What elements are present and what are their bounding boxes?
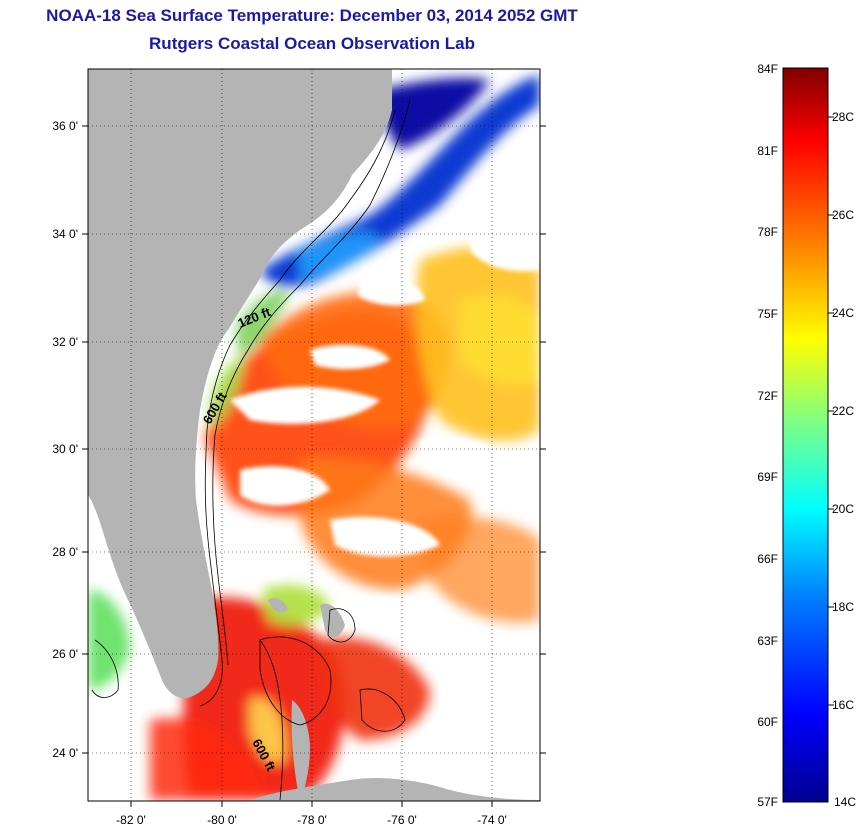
lat-tick-label: 28 0' (52, 545, 78, 559)
sst-cool-region (88, 590, 130, 690)
colorbar-f-label: 75F (757, 307, 778, 321)
colorbar-c-label: 26C (832, 208, 854, 222)
lat-tick-label: 34 0' (52, 227, 78, 241)
sst-mid-region (460, 296, 540, 384)
sst-warm-region (420, 516, 540, 623)
colorbar-f-label: 84F (757, 62, 778, 76)
lat-tick-label: 24 0' (52, 746, 78, 760)
sst-cool-region (262, 585, 330, 625)
lon-tick-label: -78 0' (297, 813, 327, 827)
sst-cold-region (260, 75, 540, 287)
sst-cool-region (210, 359, 245, 430)
lon-tick-label: -76 0' (387, 813, 417, 827)
lat-tick-label: 36 0' (52, 119, 78, 133)
land-southeast-us (88, 69, 392, 699)
colorbar-c-label: 20C (832, 502, 854, 516)
lat-tick-label: 32 0' (52, 335, 78, 349)
contour-600ft (212, 99, 411, 666)
colorbar-c-label: 14C (834, 795, 856, 809)
colorbar-c-label: 28C (832, 110, 854, 124)
lat-tick-label: 30 0' (52, 442, 78, 456)
lon-tick-label: -74 0' (477, 813, 507, 827)
contour-florida (91, 639, 119, 698)
sst-cold-region (379, 78, 490, 150)
colorbar-f-label: 69F (757, 470, 778, 484)
colorbar-f-label: 81F (757, 144, 778, 158)
land-bahamas (268, 598, 288, 613)
sst-hot-region (320, 637, 430, 740)
contour-bahamas (327, 608, 356, 643)
colorbar-f-label: 72F (757, 389, 778, 403)
contour-120ft (199, 109, 396, 707)
land-bahamas (291, 700, 310, 800)
lon-tick-label: -82 0' (116, 813, 146, 827)
land-cuba (250, 778, 540, 801)
contour-bahamas (359, 688, 406, 732)
land-bahamas (320, 603, 345, 637)
colorbar-f-label: 78F (757, 225, 778, 239)
map-subtitle: Rutgers Coastal Ocean Observation Lab (149, 34, 475, 53)
sst-hot-region (150, 718, 270, 800)
contour-600ft (259, 639, 284, 801)
sst-cool-region (235, 290, 290, 360)
sst-map (88, 69, 540, 801)
lon-tick-label: -80 0' (207, 813, 237, 827)
sst-cool-region (250, 698, 286, 763)
colorbar-f-label: 60F (757, 715, 778, 729)
map-frame (87, 68, 541, 802)
contour-bahamas (259, 636, 332, 726)
colorbar-f-label: 57F (757, 795, 778, 809)
colorbar-c-label: 22C (832, 404, 854, 418)
colorbar-f-label: 66F (757, 552, 778, 566)
lat-tick-label: 26 0' (52, 647, 78, 661)
colorbar-c-label: 16C (832, 698, 854, 712)
colorbar-c-label: 18C (832, 600, 854, 614)
colorbar-c-label: 24C (832, 306, 854, 320)
sst-cool-region (300, 232, 380, 280)
colorbar: 84F 81F 78F 75F 72F 69F 66F 63F 60F 57F … (757, 62, 856, 809)
map-title: NOAA-18 Sea Surface Temperature: Decembe… (46, 6, 578, 25)
colorbar-f-label: 63F (757, 634, 778, 648)
